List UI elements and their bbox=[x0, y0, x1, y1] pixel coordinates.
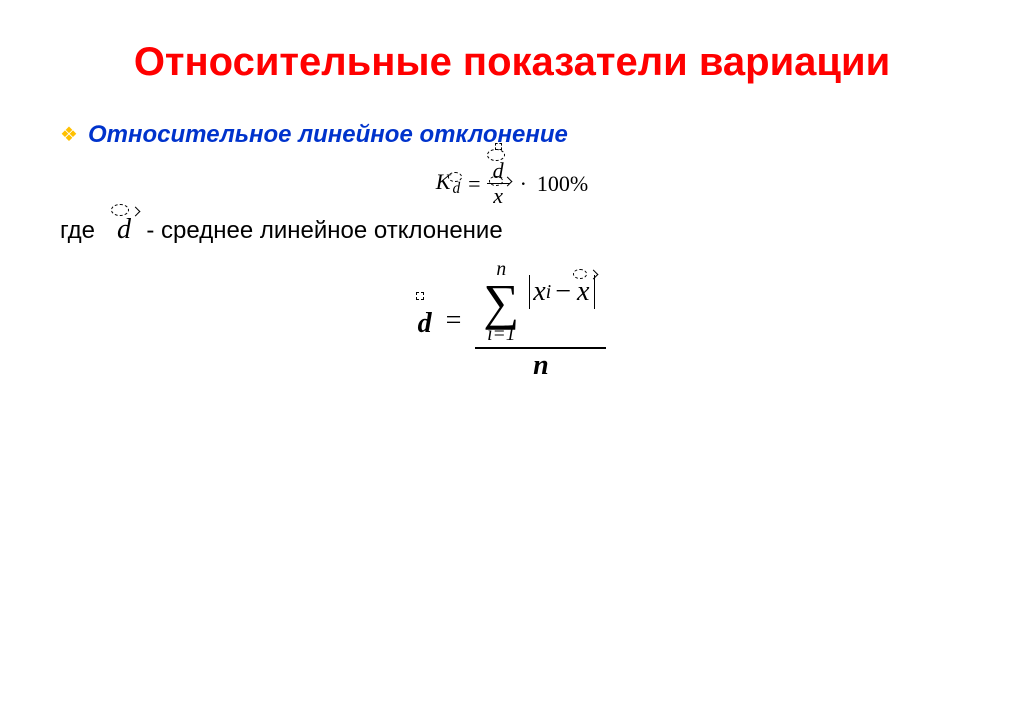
summation: n ∑ i=1 bbox=[483, 260, 519, 345]
symbol-x-bar-2: x bbox=[575, 277, 591, 308]
slide: Относительные показатели вариации ❖ Отно… bbox=[0, 0, 1024, 709]
subscript-i: i bbox=[546, 282, 551, 304]
symbol-d-bar-lhs: d bbox=[418, 308, 432, 339]
bar-marker-icon bbox=[416, 292, 424, 300]
symbol-n: n bbox=[533, 350, 549, 381]
multiply-dot: · bbox=[520, 171, 527, 197]
slide-title: Относительные показатели вариации bbox=[60, 40, 964, 85]
formula-mean-linear-deviation: d = n ∑ i=1 xi − x n bbox=[60, 258, 964, 383]
symbol-x: x bbox=[533, 277, 545, 308]
symbol-K-sub-d: Kd bbox=[436, 169, 462, 199]
equals-sign: = bbox=[468, 171, 480, 197]
symbol-x-bar: x bbox=[491, 184, 505, 208]
diamond-bullet-icon: ❖ bbox=[60, 121, 78, 149]
hundred-percent: 100% bbox=[537, 171, 588, 197]
absolute-value: xi − x bbox=[526, 275, 598, 309]
fraction-d-over-x: d x bbox=[487, 159, 510, 208]
minus-sign: − bbox=[555, 277, 571, 308]
fraction-sum-over-n: n ∑ i=1 xi − x n bbox=[475, 258, 606, 383]
where-prefix: где bbox=[60, 217, 95, 244]
symbol-sub-d-bar: d bbox=[450, 180, 462, 198]
where-row: где d - среднее линейное отклонение bbox=[60, 214, 964, 246]
formula-relative-linear-deviation: Kd = d x · 100% bbox=[60, 159, 964, 208]
symbol-K: K bbox=[436, 169, 451, 194]
equals-sign-2: = bbox=[446, 305, 462, 337]
sum-lower: i=1 bbox=[483, 325, 519, 345]
symbol-d-bar-inline: d bbox=[115, 214, 133, 246]
bullet-row: ❖ Относительное линейное отклонение bbox=[60, 121, 964, 149]
where-suffix: - среднее линейное отклонение bbox=[146, 217, 502, 244]
sigma-icon: ∑ bbox=[483, 280, 519, 325]
